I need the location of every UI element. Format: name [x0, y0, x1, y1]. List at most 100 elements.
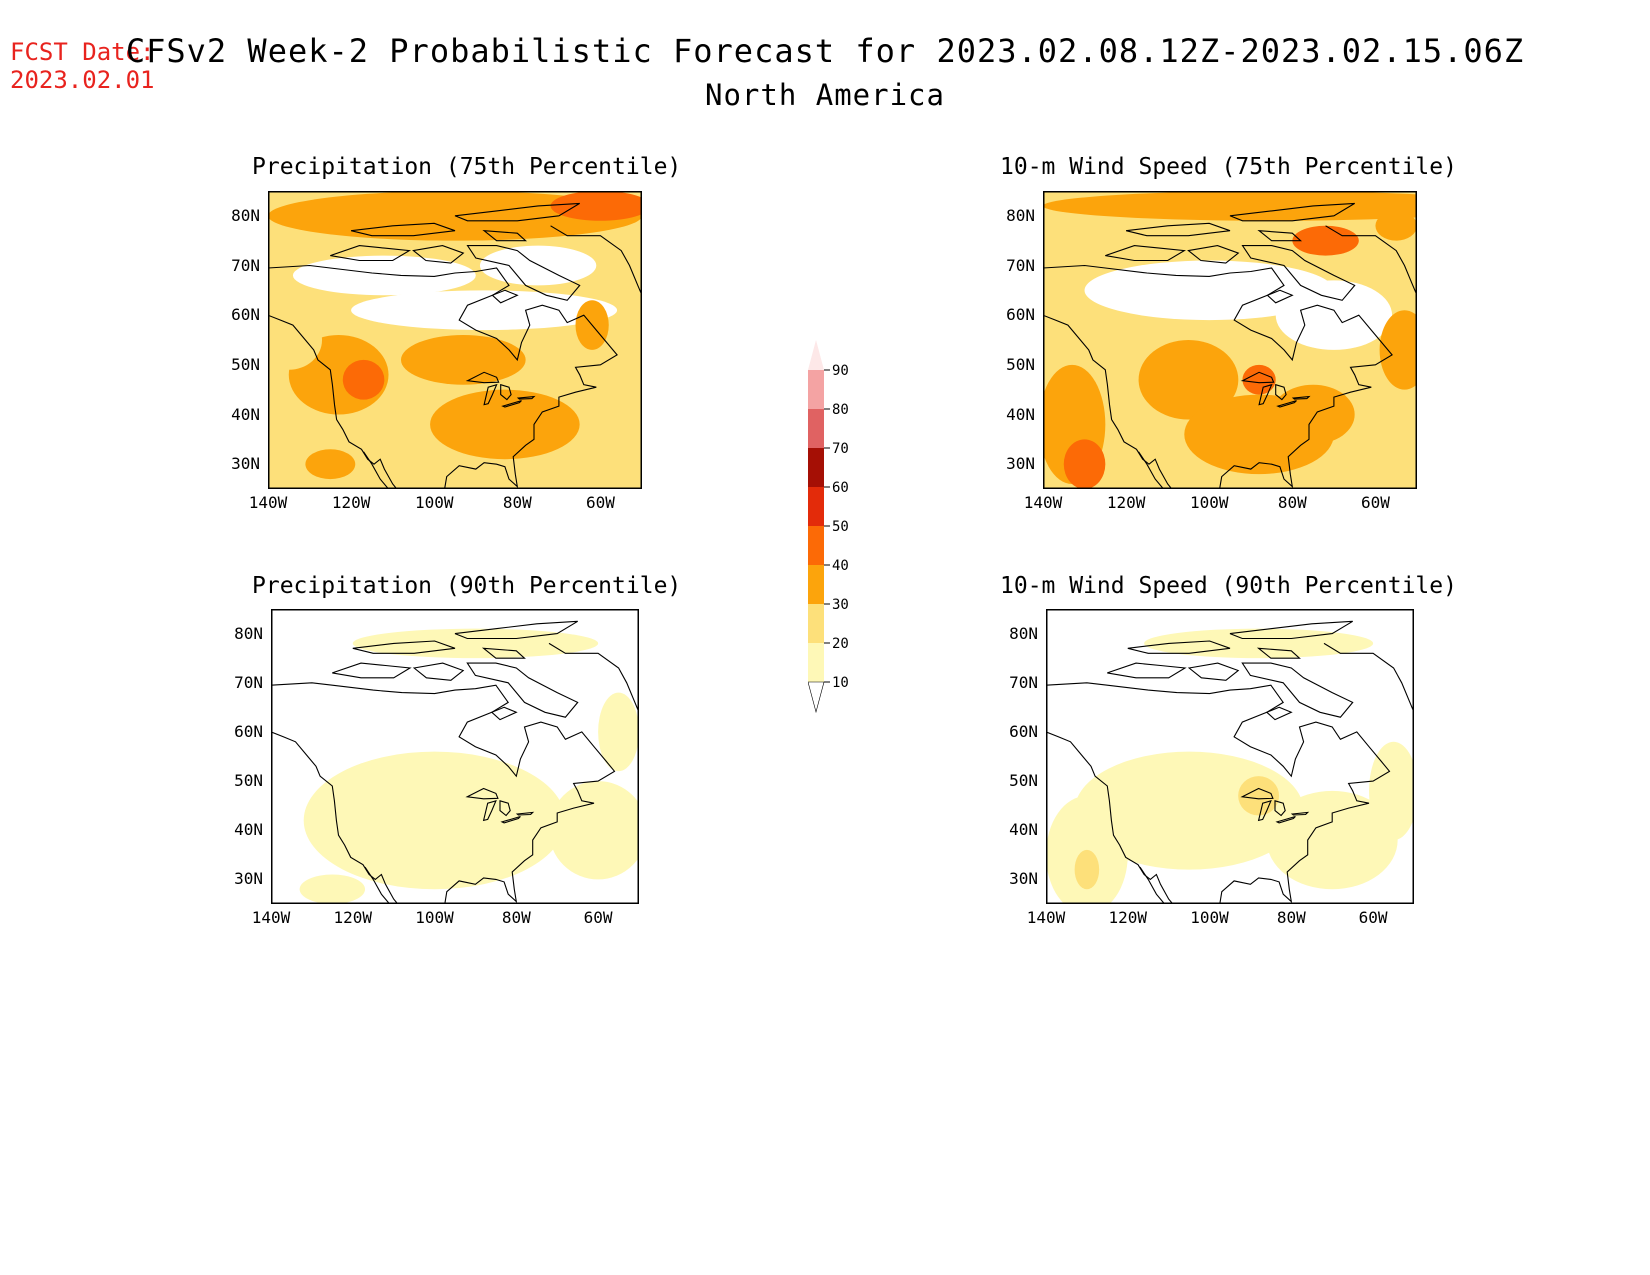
colorbar: 90 80 70 60 50 40 30 20 10 [807, 340, 878, 744]
panel-title-precip75: Precipitation (75th Percentile) [252, 154, 682, 180]
lon-tick-label: 60W [1358, 908, 1388, 927]
lon-tick-label: 120W [331, 493, 371, 512]
lon-tick-label: 140W [248, 493, 288, 512]
coastline [1323, 642, 1414, 713]
lon-tick-label: 120W [1106, 493, 1146, 512]
map-precip75-svg [268, 191, 642, 489]
coastline [1046, 731, 1174, 904]
probability-region [1271, 384, 1355, 445]
coastline [483, 383, 498, 406]
probability-region [1138, 340, 1239, 420]
coastline [364, 866, 391, 904]
coastline [1107, 662, 1187, 679]
colorbar-label: 20 [832, 636, 849, 652]
probability-region [268, 310, 323, 370]
coastline [412, 245, 465, 264]
fcst-date: 2023.02.01 [10, 66, 155, 94]
coastline [1139, 866, 1166, 904]
lon-tick-label: 140W [1026, 908, 1066, 927]
coastline [548, 642, 639, 713]
panel-title-wind75: 10-m Wind Speed (75th Percentile) [1000, 154, 1457, 180]
coastline [1125, 222, 1231, 237]
coastline [466, 245, 581, 301]
coastline [363, 451, 389, 489]
lat-tick-label: 70N [231, 255, 260, 275]
probability-region [303, 751, 566, 890]
coastline [482, 799, 497, 822]
coastline [515, 811, 535, 816]
probability-region [1292, 225, 1359, 256]
colorbar-segment [808, 526, 824, 565]
coastline [1257, 230, 1303, 242]
probability-region [1379, 310, 1417, 390]
colorbar-segment [808, 487, 824, 526]
probability-region [299, 874, 366, 904]
probability-region [305, 449, 356, 480]
colorbar-bottom-arrow [807, 681, 825, 714]
lon-tick-label: 80W [1276, 908, 1306, 927]
lon-tick-label: 100W [1189, 493, 1229, 512]
lon-tick-label: 140W [1023, 493, 1063, 512]
coastline [1229, 620, 1353, 640]
coastline [1240, 787, 1274, 800]
coastline [490, 706, 518, 721]
coastline [330, 245, 412, 262]
probability-region [550, 191, 642, 221]
colorbar-label: 60 [832, 480, 849, 496]
probability-region [1063, 439, 1106, 489]
page-title: CFSv2 Week-2 Probabilistic Forecast for … [125, 32, 1525, 70]
coastline [1240, 371, 1275, 384]
probability-region [1074, 849, 1100, 890]
coastline [1127, 640, 1231, 654]
colorbar-segment [808, 448, 824, 487]
coastline [271, 682, 616, 904]
lon-tick-label: 100W [415, 908, 454, 927]
lat-tick-label: 80N [234, 623, 263, 643]
colorbar-segment [808, 409, 824, 448]
lon-tick-label: 140W [251, 908, 291, 927]
lat-tick-label: 30N [234, 869, 263, 889]
lat-tick-label: 40N [1006, 404, 1035, 424]
coastline [271, 731, 399, 904]
probability-region [342, 359, 385, 400]
lat-tick-label: 60N [234, 721, 263, 741]
colorbar-label: 90 [832, 363, 849, 379]
coastline [1275, 383, 1287, 401]
forecast-date-label: FCST Date: 2023.02.01 [10, 38, 155, 94]
colorbar-segment [808, 643, 824, 682]
probability-region [1242, 364, 1276, 395]
lon-tick-label: 120W [333, 908, 373, 927]
colorbar-segment [808, 604, 824, 643]
probability-region [479, 245, 597, 286]
map-wind90 [1046, 609, 1414, 904]
lat-tick-label: 30N [231, 454, 260, 474]
lat-tick-label: 60N [1009, 721, 1038, 741]
probability-region [1084, 260, 1334, 321]
lat-tick-label: 40N [234, 820, 263, 840]
coastline [1138, 451, 1164, 489]
probability-region [351, 290, 618, 331]
colorbar-label: 30 [832, 597, 849, 613]
lat-tick-label: 50N [1009, 771, 1038, 791]
lat-tick-label: 40N [1009, 820, 1038, 840]
probability-region [1369, 741, 1414, 841]
map-precip90 [271, 609, 639, 904]
coastline [1265, 706, 1293, 721]
lon-tick-label: 80W [501, 908, 531, 927]
colorbar-segment [808, 370, 824, 409]
coastline [1046, 682, 1391, 904]
map-frame [268, 191, 642, 489]
page-subtitle: North America [705, 78, 945, 112]
lat-tick-label: 60N [231, 305, 260, 325]
lat-tick-label: 80N [1006, 205, 1035, 225]
panel-title-precip90: Precipitation (90th Percentile) [252, 573, 682, 599]
map-wind75 [1043, 191, 1417, 489]
probability-region [430, 389, 580, 460]
colorbar-label: 40 [832, 558, 849, 574]
colorbar-segment [808, 565, 824, 604]
lon-tick-label: 80W [1277, 493, 1307, 512]
lon-tick-label: 60W [585, 493, 615, 512]
coastline [1291, 395, 1311, 400]
lon-tick-label: 60W [1360, 493, 1390, 512]
map-wind75-svg [1043, 191, 1417, 489]
